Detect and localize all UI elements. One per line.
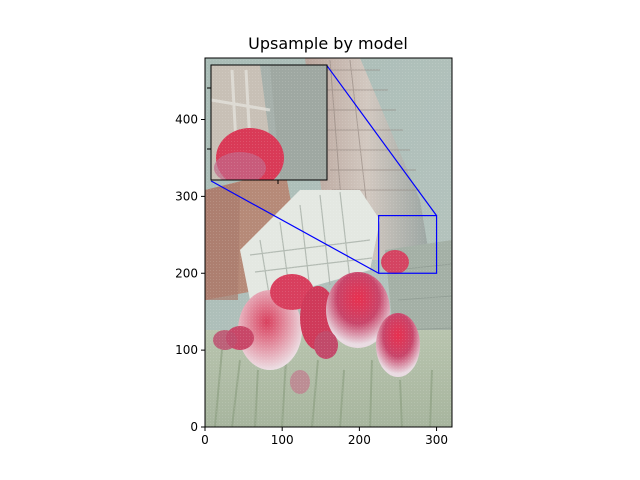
x-axis: 0 100 200 300 — [201, 427, 448, 447]
x-tick-label: 300 — [425, 433, 448, 447]
x-tick-label: 200 — [348, 433, 371, 447]
y-tick-label: 300 — [175, 189, 198, 203]
x-tick-label: 0 — [201, 433, 209, 447]
zoom-region-indicator — [378, 214, 438, 274]
zoom-connector-line — [210, 180, 379, 274]
y-tick-label: 0 — [190, 420, 198, 434]
zoom-connector-line — [326, 65, 438, 216]
inset-frame — [210, 64, 328, 181]
y-tick-label: 200 — [175, 266, 198, 280]
inset-zoom-axes — [207, 64, 328, 184]
chart-title: Upsample by model — [248, 34, 408, 53]
axes-frame — [204, 57, 453, 428]
y-tick-label: 100 — [175, 343, 198, 357]
y-tick-label: 400 — [175, 113, 198, 127]
image-area — [205, 58, 452, 427]
x-tick-label: 100 — [271, 433, 294, 447]
y-axis: 0 100 200 300 400 — [175, 113, 205, 434]
